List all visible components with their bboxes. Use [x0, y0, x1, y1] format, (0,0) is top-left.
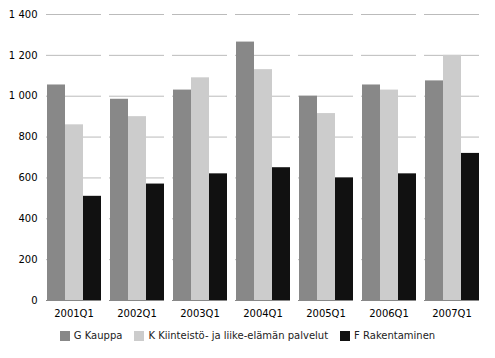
svg-text:1 000: 1 000 [9, 90, 38, 101]
svg-text:800: 800 [18, 131, 37, 142]
svg-text:200: 200 [18, 254, 37, 265]
svg-text:2006Q1: 2006Q1 [369, 308, 409, 319]
svg-text:2005Q1: 2005Q1 [306, 308, 346, 319]
svg-text:1 200: 1 200 [9, 50, 38, 61]
svg-text:2001Q1: 2001Q1 [54, 308, 94, 319]
svg-text:0: 0 [31, 295, 37, 306]
svg-text:2004Q1: 2004Q1 [243, 308, 283, 319]
svg-text:400: 400 [18, 213, 37, 224]
html-text:K Kiinteistö- ja liike-elämän: K Kiinteistö- ja liike-elämän palvelut [148, 330, 329, 341]
html-text:F Rakentaminen: F Rakentaminen [354, 330, 436, 341]
svg-text:2007Q1: 2007Q1 [432, 308, 472, 319]
html-text:G Kauppa: G Kauppa [73, 330, 123, 341]
svg-text:2002Q1: 2002Q1 [117, 308, 157, 319]
svg-text:1 400: 1 400 [9, 9, 38, 20]
svg-text:600: 600 [18, 172, 37, 183]
svg-text:2003Q1: 2003Q1 [180, 308, 220, 319]
